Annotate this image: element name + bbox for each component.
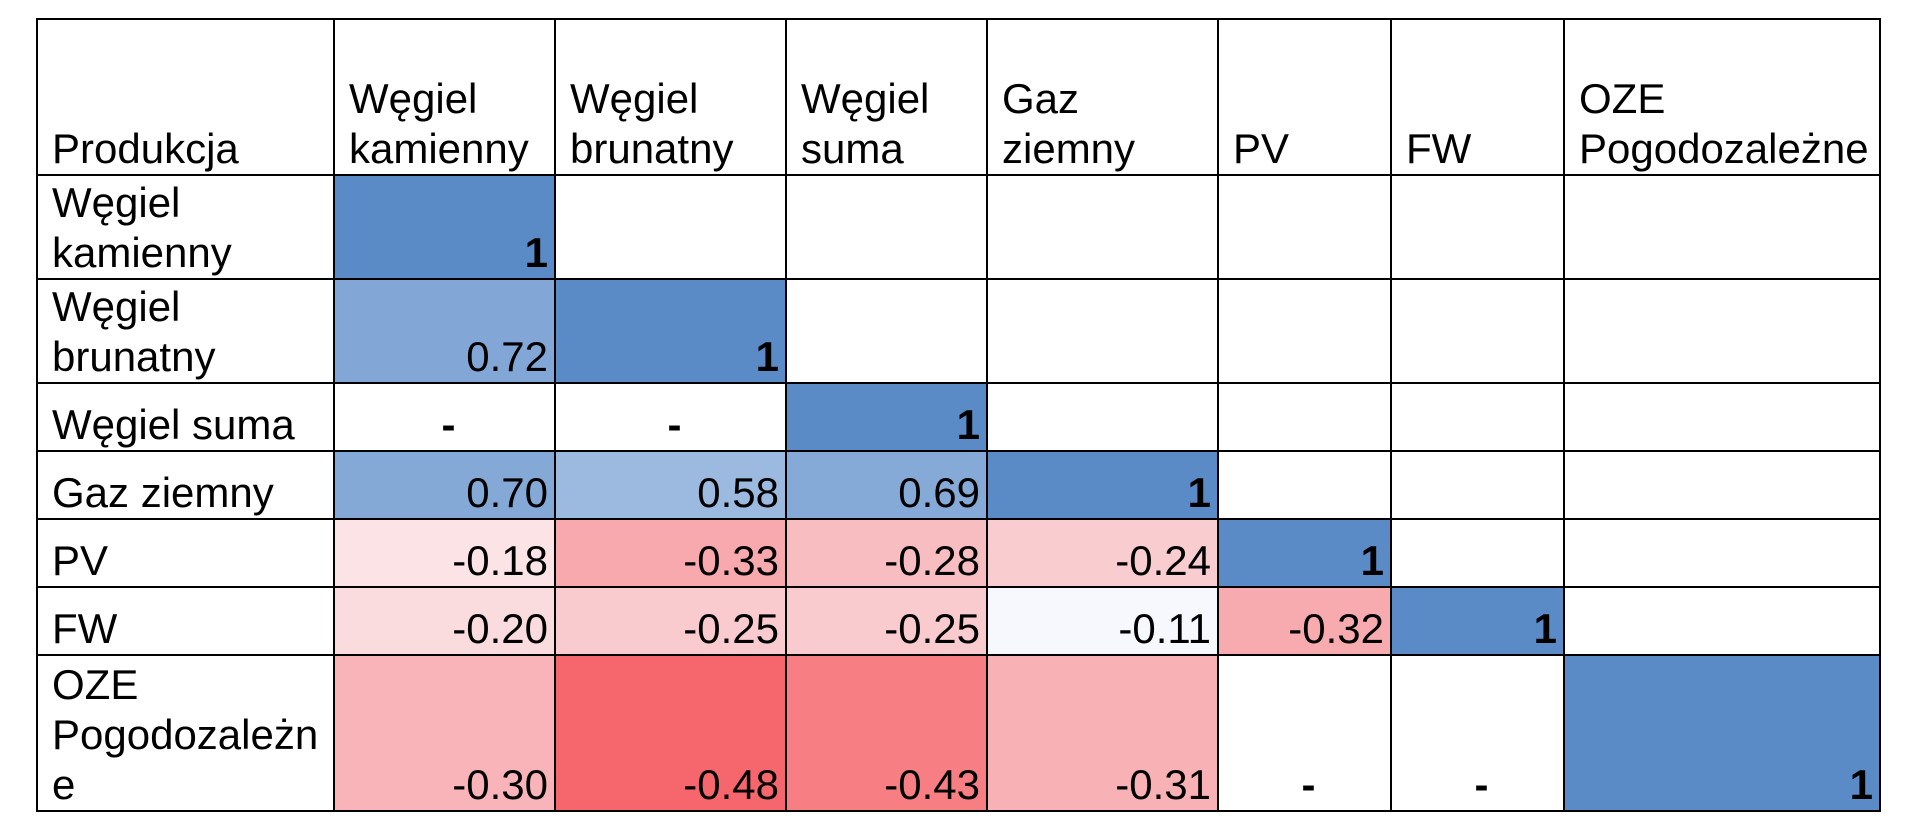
table-cell-empty <box>1390 278 1565 384</box>
table-cell: -0.28 <box>785 518 988 588</box>
table-cell-empty <box>1390 382 1565 452</box>
table-cell-diagonal: 1 <box>554 278 787 384</box>
table-body: Węgiel kamienny 1 Węgiel brunatny 0.72 1 Węgi… <box>36 174 1881 812</box>
table-cell: 0.72 <box>333 278 556 384</box>
row-header: Węgiel suma <box>36 382 335 452</box>
table-cell-dash: - <box>333 382 556 452</box>
table-cell-diagonal: 1 <box>986 450 1219 520</box>
table-row: Węgiel kamienny 1 <box>36 174 1881 280</box>
table-cell-empty <box>785 174 988 280</box>
column-header-label: Węgiel kamienny <box>349 75 529 172</box>
table-cell-empty <box>1390 518 1565 588</box>
table-cell-dash: - <box>554 382 787 452</box>
table-cell: 0.70 <box>333 450 556 520</box>
table-cell-empty <box>554 174 787 280</box>
table-row: PV -0.18 -0.33 -0.28 -0.24 1 <box>36 518 1881 588</box>
column-header: Węgiel kamienny <box>333 18 556 176</box>
table-cell: -0.33 <box>554 518 787 588</box>
table-cell-empty <box>986 174 1219 280</box>
table-cell: -0.25 <box>785 586 988 656</box>
column-header: Węgiel suma <box>785 18 988 176</box>
column-header-label: Węgiel suma <box>801 75 930 172</box>
column-header-label: Gaz ziemny <box>1002 75 1136 172</box>
table-cell-empty <box>1563 278 1881 384</box>
column-header: Węgiel brunatny <box>554 18 787 176</box>
table-cell: -0.24 <box>986 518 1219 588</box>
table-cell-empty <box>1563 586 1881 656</box>
column-header-label: FW <box>1406 125 1472 172</box>
column-header: PV <box>1217 18 1392 176</box>
table-cell-diagonal: 1 <box>1563 654 1881 812</box>
table-cell-diagonal: 1 <box>1390 586 1565 656</box>
table-row: OZE Pogodozależne -0.30 -0.48 -0.43 -0.31- -1 <box>36 654 1881 812</box>
column-header: Gaz ziemny <box>986 18 1219 176</box>
table-cell: -0.25 <box>554 586 787 656</box>
table-cell: 0.58 <box>554 450 787 520</box>
table-cell-empty <box>1217 450 1392 520</box>
table-cell-empty <box>1563 174 1881 280</box>
row-header-label: Węgiel kamienny <box>52 179 232 276</box>
row-header-label: PV <box>52 537 109 584</box>
table-cell-empty <box>1217 174 1392 280</box>
corner-header: Produkcja <box>36 18 335 176</box>
table-cell: 0.69 <box>785 450 988 520</box>
row-header-label: Gaz ziemny <box>52 469 274 516</box>
column-header-label: Węgiel brunatny <box>570 75 734 172</box>
header-row: Produkcja Węgiel kamienny Węgiel brunatn… <box>36 18 1881 176</box>
table-cell-empty <box>1563 382 1881 452</box>
row-header: Węgiel kamienny <box>36 174 335 280</box>
table-cell-empty <box>1390 450 1565 520</box>
column-header: OZE Pogodozależne <box>1563 18 1881 176</box>
table-cell-diagonal: 1 <box>1217 518 1392 588</box>
table-cell-empty <box>1390 174 1565 280</box>
table-cell-empty <box>1563 450 1881 520</box>
table-cell: -0.18 <box>333 518 556 588</box>
table-row: Gaz ziemny 0.70 0.58 0.69 1 <box>36 450 1881 520</box>
table-cell: -0.11 <box>986 586 1219 656</box>
row-header-label: Węgiel suma <box>52 401 295 448</box>
table-cell: -0.30 <box>333 654 556 812</box>
table-cell-dash: - <box>1217 654 1392 812</box>
table-cell: -0.32 <box>1217 586 1392 656</box>
row-header: Gaz ziemny <box>36 450 335 520</box>
table-cell: -0.31 <box>986 654 1219 812</box>
row-header: PV <box>36 518 335 588</box>
correlation-table: Produkcja Węgiel kamienny Węgiel brunatn… <box>36 18 1881 812</box>
column-header-label: OZE Pogodozależne <box>1579 75 1869 172</box>
row-header-label: FW <box>52 605 118 652</box>
table-cell-empty <box>785 278 988 384</box>
row-header-label: OZE Pogodozależne <box>52 661 319 808</box>
table-cell: -0.43 <box>785 654 988 812</box>
column-header: FW <box>1390 18 1565 176</box>
table-cell-diagonal: 1 <box>785 382 988 452</box>
table-row: Węgiel suma - -1 <box>36 382 1881 452</box>
table-cell: -0.48 <box>554 654 787 812</box>
table-row: FW -0.20 -0.25 -0.25 -0.11 -0.32 1 <box>36 586 1881 656</box>
table-cell-empty <box>1563 518 1881 588</box>
row-header: FW <box>36 586 335 656</box>
column-header-label: PV <box>1233 125 1290 172</box>
table-row: Węgiel brunatny 0.72 1 <box>36 278 1881 384</box>
table-cell-empty <box>1217 382 1392 452</box>
row-header-label: Węgiel brunatny <box>52 283 216 380</box>
row-header: Węgiel brunatny <box>36 278 335 384</box>
table-cell-diagonal: 1 <box>333 174 556 280</box>
table-cell-empty <box>1217 278 1392 384</box>
corner-label: Produkcja <box>52 125 239 172</box>
table-cell-empty <box>986 382 1219 452</box>
row-header: OZE Pogodozależne <box>36 654 335 812</box>
table-cell: -0.20 <box>333 586 556 656</box>
table-cell-dash: - <box>1390 654 1565 812</box>
table-cell-empty <box>986 278 1219 384</box>
correlation-table-container: Produkcja Węgiel kamienny Węgiel brunatn… <box>36 18 1881 812</box>
